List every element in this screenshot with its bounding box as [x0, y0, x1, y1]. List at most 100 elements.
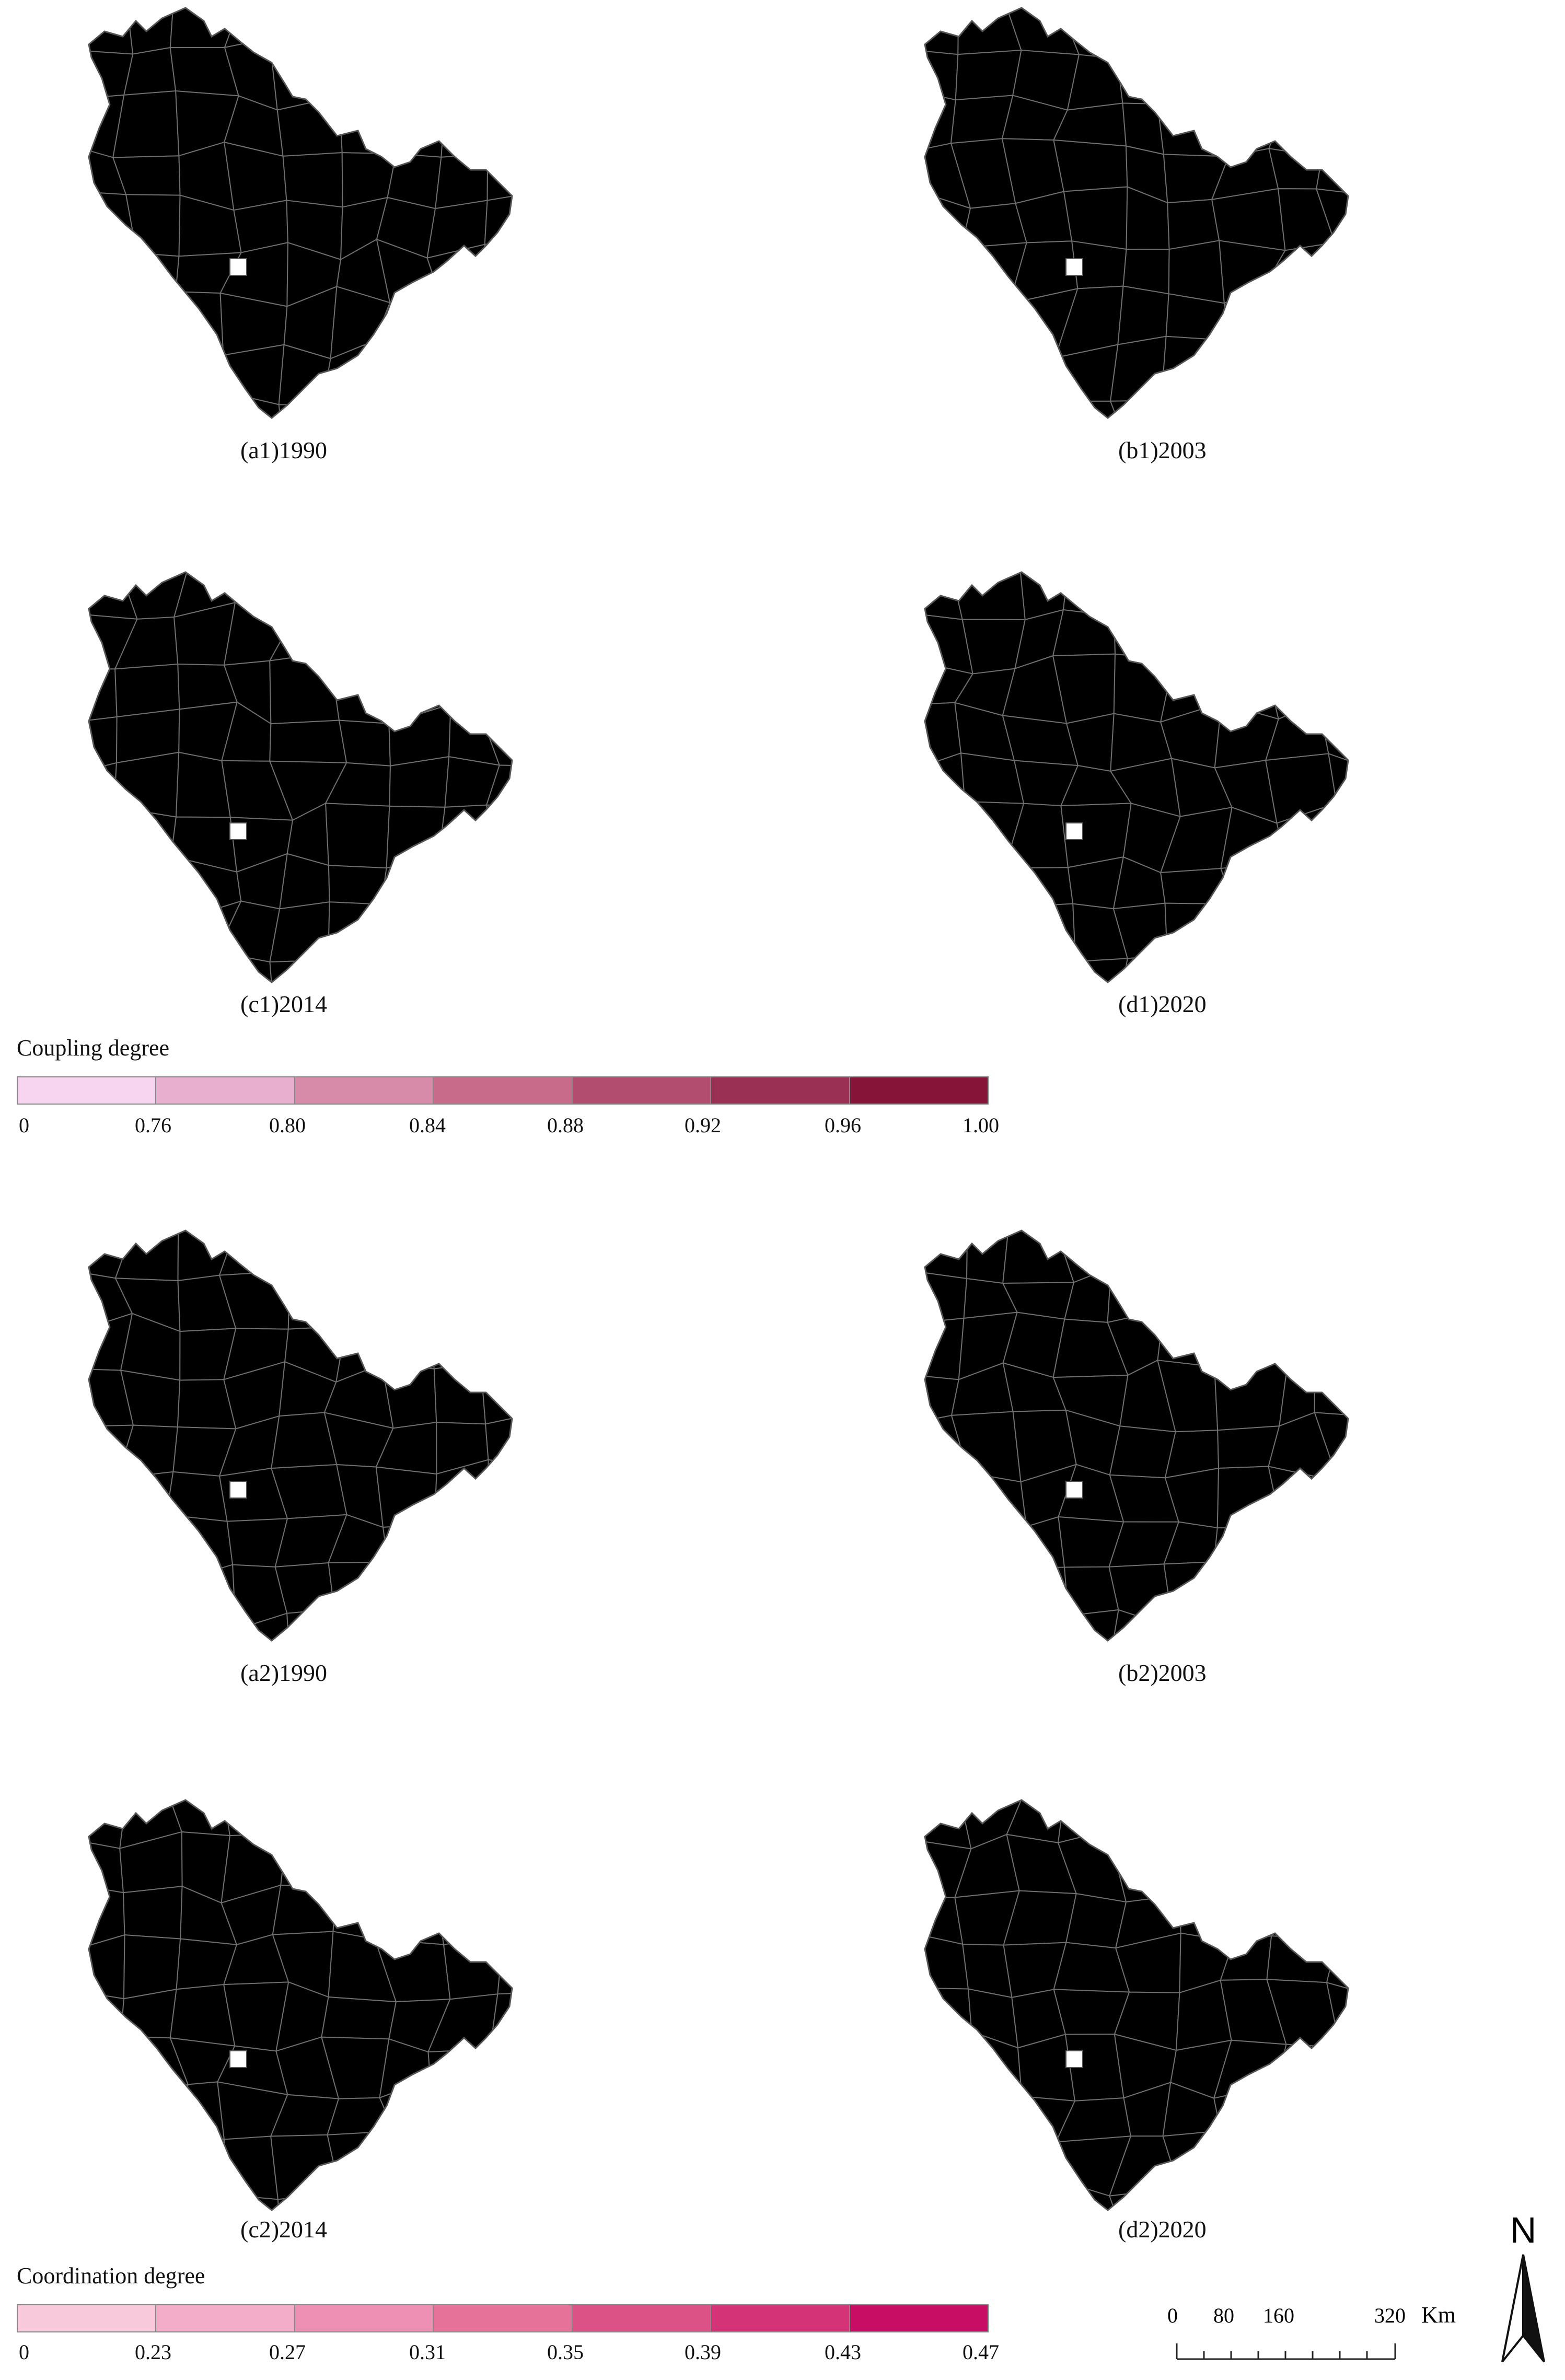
county-region: [324, 8, 398, 62]
county-region: [1316, 138, 1348, 198]
county-region: [166, 1471, 228, 1522]
county-region: [925, 301, 964, 357]
county-region: [427, 2178, 493, 2210]
county-region: [489, 1275, 512, 1324]
county-region: [334, 1800, 379, 1842]
county-region: [327, 572, 400, 610]
county-region: [269, 719, 347, 763]
legend-tick-label: 0: [19, 2340, 29, 2364]
county-region: [486, 959, 512, 982]
county-region: [329, 652, 390, 724]
county-region: [481, 8, 512, 62]
scale-bar-graphic: 0 80 160 320 Km: [1167, 2302, 1456, 2360]
county-region: [427, 2048, 491, 2080]
county-region: [1161, 398, 1229, 418]
legend-swatch: [711, 1077, 850, 1104]
county-region: [1221, 652, 1280, 720]
county-region: [89, 1800, 128, 1849]
province-border: [88, 571, 513, 983]
county-region: [442, 387, 491, 418]
legend-swatch: [572, 1077, 712, 1104]
county-region: [89, 1424, 134, 1483]
county-region: [89, 2179, 125, 2210]
county-region: [1324, 2086, 1348, 2149]
county-region: [389, 756, 450, 808]
coordination-legend-bar: [17, 2304, 989, 2332]
county-region: [382, 1523, 435, 1572]
county-region: [223, 344, 285, 405]
county-region: [269, 901, 330, 963]
county-region: [1214, 1360, 1289, 1431]
county-region: [1324, 391, 1348, 418]
county-region: [125, 194, 181, 257]
county-region: [269, 605, 345, 661]
panel-caption-d1: (d1)2020: [1118, 991, 1207, 1017]
county-region: [283, 1230, 332, 1272]
legend-tick-label: 1.00: [963, 1113, 999, 1137]
county-region: [951, 958, 1014, 982]
province-border: [924, 1229, 1349, 1642]
county-region: [1062, 572, 1122, 617]
county-region: [89, 393, 138, 418]
county-region: [479, 2078, 512, 2138]
county-region: [1266, 343, 1340, 401]
county-region: [963, 338, 1022, 402]
county-region: [430, 855, 499, 903]
county-region: [89, 1839, 124, 1894]
legend-tick-label: 0.35: [547, 2340, 584, 2364]
county-region: [479, 1840, 512, 1902]
legend-swatch: [572, 2305, 712, 2331]
county-region: [1220, 860, 1287, 921]
county-region: [925, 850, 967, 917]
county-region: [387, 1561, 451, 1619]
county-region: [1219, 240, 1286, 304]
province-border: [924, 1799, 1349, 2211]
county-region: [117, 1617, 190, 1641]
county-region: [965, 867, 1011, 917]
map-panel-c2: [73, 1792, 601, 2231]
county-region: [925, 1609, 956, 1641]
county-region: [1213, 1561, 1276, 1624]
county-region: [325, 803, 390, 869]
county-region: [1324, 343, 1348, 408]
county-region: [89, 2088, 135, 2149]
map-panel-c1: [73, 564, 601, 1003]
county-region: [169, 348, 225, 405]
county-region: [223, 1800, 287, 1837]
province-map: [88, 1229, 513, 1642]
county-region: [444, 8, 499, 57]
county-region: [329, 605, 386, 657]
county-region: [955, 49, 1022, 101]
county-region: [114, 1230, 179, 1282]
legend-swatch: [156, 2305, 295, 2331]
county-region: [1317, 612, 1348, 673]
county-region: [127, 855, 191, 918]
county-region: [1328, 752, 1348, 821]
county-region: [89, 2028, 122, 2098]
panel-caption-c2: (c2)2014: [240, 2216, 328, 2243]
county-region: [1157, 613, 1230, 661]
county-region: [1266, 850, 1320, 921]
county-region: [373, 901, 447, 971]
county-region: [129, 393, 190, 418]
county-region: [89, 1563, 136, 1626]
county-region: [925, 1800, 972, 1850]
county-region: [164, 2128, 229, 2196]
county-region: [1113, 572, 1166, 621]
county-region: [1168, 240, 1225, 304]
province-map: [924, 7, 1349, 419]
county-region: [1108, 1609, 1175, 1641]
map-panel-a1: [73, 0, 601, 439]
county-region: [1266, 1564, 1328, 1630]
county-region: [925, 1515, 970, 1583]
county-region: [1334, 1263, 1348, 1328]
county-region: [183, 391, 228, 418]
county-region: [1314, 1315, 1348, 1374]
county-region: [1063, 186, 1128, 250]
county-region: [1010, 961, 1080, 982]
county-region: [1317, 572, 1348, 618]
county-region: [925, 49, 959, 101]
county-region: [483, 655, 512, 725]
county-region: [925, 344, 975, 410]
county-region: [379, 609, 451, 674]
